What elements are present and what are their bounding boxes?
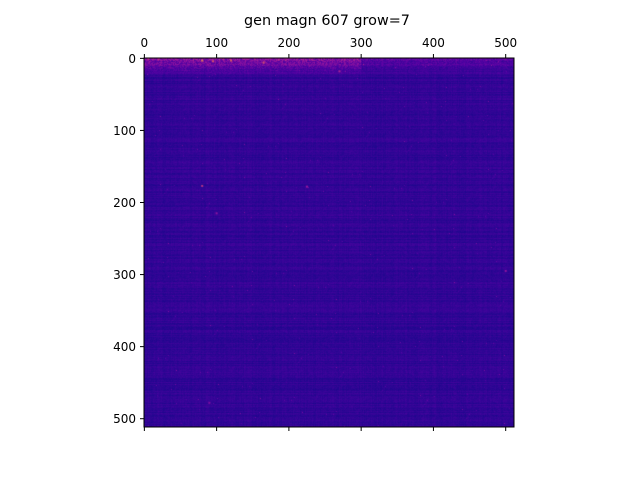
chart-title: gen magn 607 grow=7	[244, 13, 410, 29]
heatmap-image	[144, 58, 514, 427]
x-tick-label: 0	[141, 36, 149, 50]
x-tick-label: 100	[205, 36, 228, 50]
x-tick-label: 500	[494, 36, 517, 50]
y-tick-label: 200	[113, 196, 136, 210]
y-tick-label: 400	[113, 340, 136, 354]
x-tick-label: 300	[350, 36, 373, 50]
y-tick-label: 0	[128, 52, 136, 66]
x-tick-label: 200	[277, 36, 300, 50]
x-tick-label: 400	[422, 36, 445, 50]
y-axis: 0 100 200 300 400 500	[113, 52, 144, 426]
x-axis: 0 100 200 300 400 500	[141, 36, 517, 431]
y-tick-label: 500	[113, 412, 136, 426]
heatmap-plot-area	[144, 58, 514, 427]
y-tick-label: 100	[113, 124, 136, 138]
y-tick-label: 300	[113, 268, 136, 282]
plot-frame	[143, 57, 515, 428]
